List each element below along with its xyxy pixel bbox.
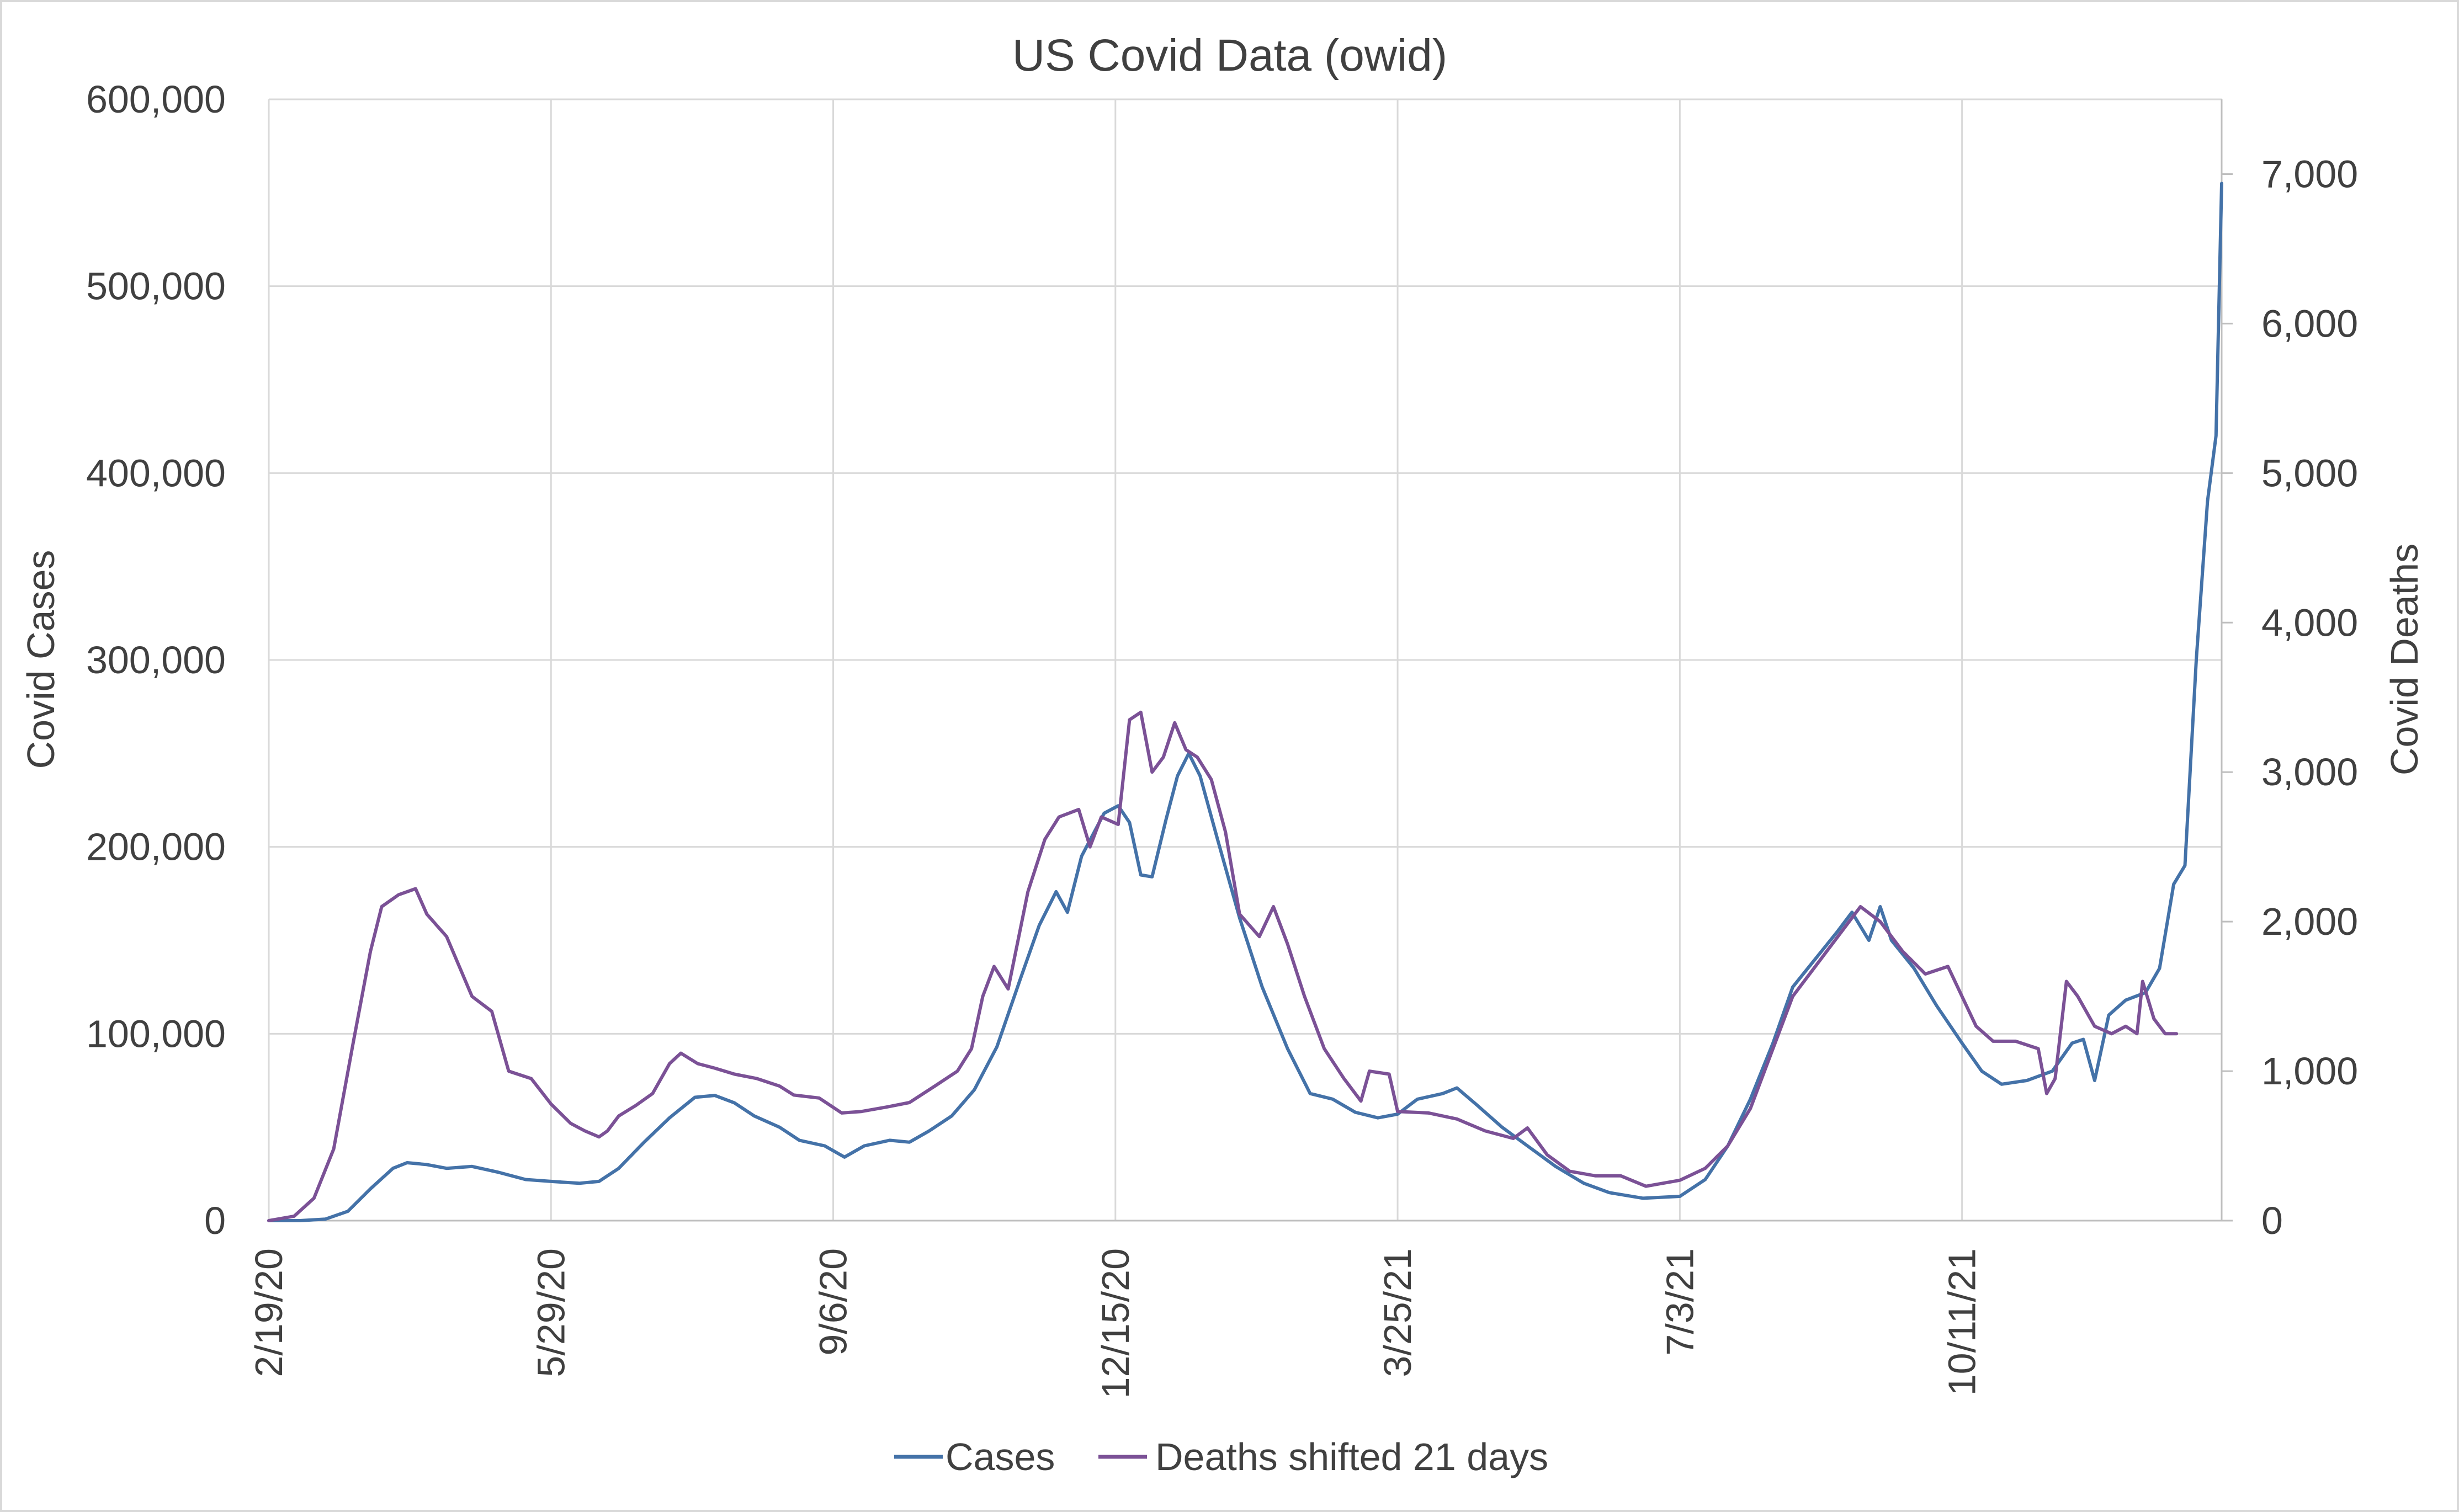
y-left-tick-label: 300,000: [86, 638, 226, 682]
y-right-tick-label: 7,000: [2261, 152, 2358, 195]
y-right-tick-label: 1,000: [2261, 1050, 2358, 1093]
chart-title: US Covid Data (owid): [1012, 30, 1447, 81]
y-left-tick-label: 100,000: [86, 1012, 226, 1055]
x-tick-label: 3/25/21: [1376, 1248, 1419, 1377]
y-left-tick-label: 600,000: [86, 78, 226, 121]
legend-label-deaths: Deaths shifted 21 days: [1155, 1435, 1548, 1478]
x-tick-label: 12/15/20: [1094, 1248, 1137, 1398]
x-tick-label: 7/3/21: [1658, 1248, 1701, 1356]
series-line-deaths: [267, 710, 2179, 1222]
series-line-cases: [267, 182, 2223, 1222]
axes: 0 100,000 200,000 300,000 400,000 500,000 600,…: [86, 78, 2358, 1398]
y-right-tick-label: 4,000: [2261, 601, 2358, 644]
y-axis-right-title: Covid Deaths: [2383, 544, 2426, 775]
y-right-tick-label: 2,000: [2261, 900, 2358, 943]
y-right-tick-label: 3,000: [2261, 750, 2358, 794]
y-left-tick-label: 0: [204, 1199, 226, 1242]
y-axis-left-title: Covid Cases: [19, 550, 62, 769]
y-right-tick-label: 5,000: [2261, 451, 2358, 494]
y-left-tick-label: 200,000: [86, 826, 226, 869]
y-left-tick-label: 400,000: [86, 451, 226, 494]
legend-label-cases: Cases: [946, 1435, 1055, 1478]
x-tick-label: 10/11/21: [1941, 1248, 1984, 1396]
x-tick-label: 2/19/20: [247, 1248, 290, 1377]
y-right-tick-label: 0: [2261, 1199, 2283, 1242]
x-tick-label: 5/29/20: [529, 1248, 572, 1377]
y-left-tick-label: 500,000: [86, 265, 226, 308]
x-tick-label: 9/6/20: [812, 1248, 855, 1356]
series-lines: [267, 182, 2223, 1222]
gridlines: [268, 98, 2222, 1222]
legend: Cases Deaths shifted 21 days: [894, 1435, 1548, 1478]
y-right-tick-label: 6,000: [2261, 302, 2358, 345]
